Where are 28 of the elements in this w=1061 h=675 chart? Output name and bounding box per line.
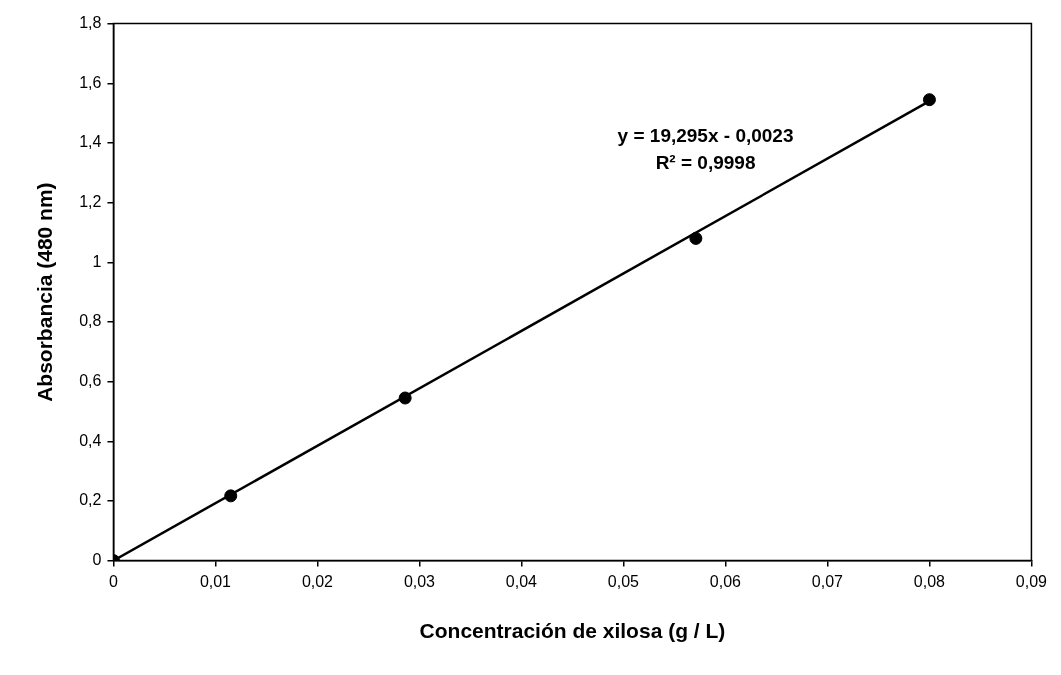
x-tick-label: 0,06 bbox=[709, 572, 742, 590]
point bbox=[224, 489, 238, 503]
x-tick-label: 0,04 bbox=[505, 572, 538, 590]
x-tick-label: 0 bbox=[108, 572, 118, 590]
y-tick-label: 0,8 bbox=[79, 312, 102, 330]
x-tick-label: 0,03 bbox=[403, 572, 436, 590]
y-tick-label: 1,6 bbox=[79, 73, 102, 91]
x-axis-title: Concentración de xilosa (g / L) bbox=[419, 619, 726, 643]
y-tick-label: 1,8 bbox=[79, 14, 102, 32]
annotation: y = 19,295x - 0,0023 bbox=[617, 124, 794, 146]
y-tick-label: 1,2 bbox=[79, 193, 102, 211]
x-tick-label: 0,09 bbox=[1015, 572, 1048, 590]
annotation: R² = 0,9998 bbox=[655, 151, 756, 173]
y-tick-label: 1 bbox=[92, 252, 102, 270]
x-tick-label: 0,05 bbox=[607, 572, 640, 590]
point bbox=[398, 391, 412, 405]
y-tick-label: 0,2 bbox=[79, 491, 102, 509]
y-tick-label: 0,4 bbox=[79, 431, 102, 449]
x-tick-label: 0,01 bbox=[199, 572, 232, 590]
point bbox=[922, 93, 936, 107]
point bbox=[689, 231, 703, 245]
y-tick-label: 0,6 bbox=[79, 372, 102, 390]
y-axis-title: Absorbancia (480 nm) bbox=[33, 182, 57, 402]
x-tick-label: 0,07 bbox=[811, 572, 844, 590]
y-tick-label: 0 bbox=[92, 551, 102, 569]
x-tick-label: 0,02 bbox=[301, 572, 334, 590]
x-tick-label: 0,08 bbox=[913, 572, 946, 590]
y-tick-label: 1,4 bbox=[79, 133, 102, 151]
